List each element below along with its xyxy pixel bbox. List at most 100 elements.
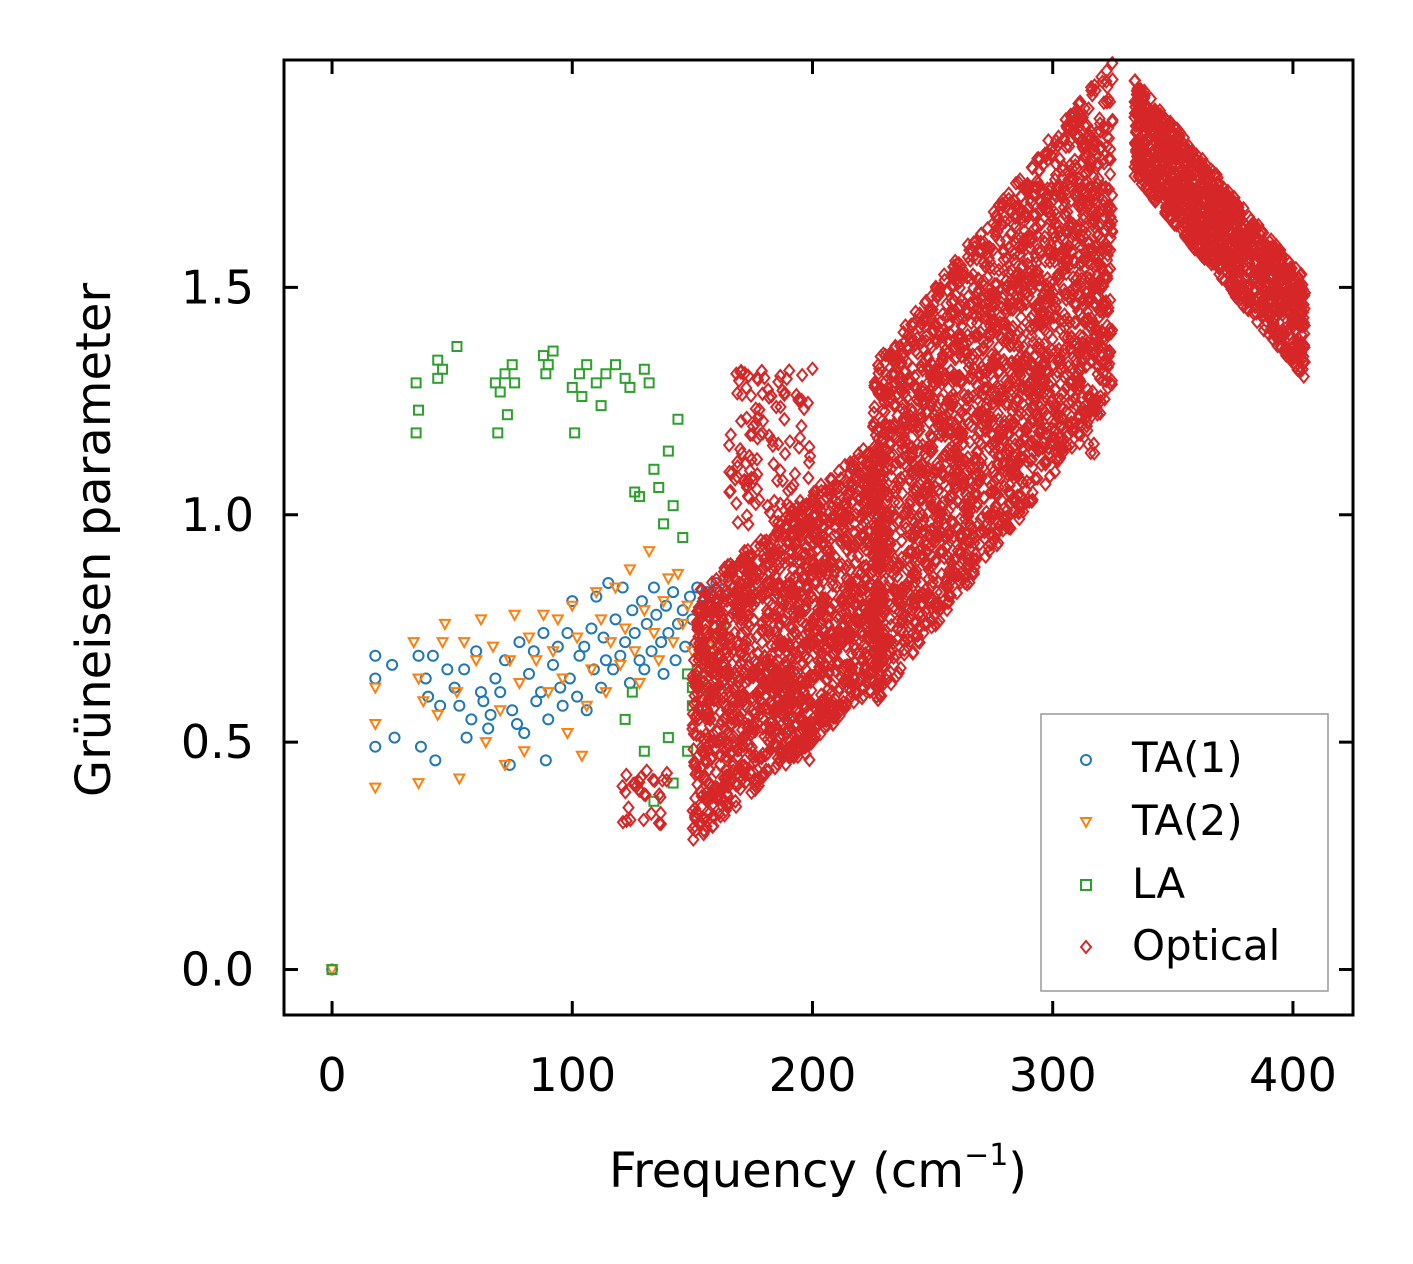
data-point (768, 527, 781, 543)
data-point (671, 568, 685, 581)
data-point (778, 638, 791, 654)
data-point (801, 519, 814, 535)
data-point (518, 727, 531, 740)
data-point (512, 678, 527, 691)
data-point (745, 664, 759, 680)
data-point (779, 654, 792, 670)
data-point (767, 562, 780, 578)
data-point (692, 652, 705, 668)
data-point (783, 619, 797, 636)
data-point (809, 639, 823, 655)
data-point (872, 667, 886, 683)
data-point (839, 509, 852, 526)
data-point (628, 646, 642, 659)
series-optical (616, 55, 1312, 848)
data-point (619, 713, 631, 725)
data-point (690, 604, 704, 620)
data-point (687, 652, 701, 668)
data-point (844, 509, 858, 526)
data-point (1082, 101, 1095, 117)
data-point (771, 579, 784, 595)
data-point (757, 534, 771, 550)
data-point (692, 629, 705, 645)
data-point (793, 598, 806, 614)
data-point (569, 427, 581, 439)
data-point (486, 641, 500, 654)
data-point (474, 614, 488, 627)
data-point (738, 697, 751, 713)
data-point (843, 656, 857, 672)
data-point (700, 602, 713, 618)
data-point (688, 810, 702, 826)
data-point (848, 684, 861, 700)
data-point (806, 553, 820, 569)
data-point (706, 807, 720, 823)
data-point (763, 623, 776, 639)
data-point (847, 630, 860, 647)
data-point (732, 697, 746, 713)
data-point (410, 377, 422, 389)
data-point (709, 734, 723, 750)
data-point (1031, 470, 1044, 486)
data-point (778, 555, 791, 571)
data-point (1105, 322, 1119, 338)
data-point (860, 446, 874, 462)
data-point (762, 762, 775, 778)
data-point (817, 713, 830, 729)
data-point (441, 663, 454, 676)
data-point (691, 619, 704, 635)
data-point (705, 605, 719, 622)
data-point (989, 218, 1003, 234)
data-point (789, 583, 803, 599)
data-point (817, 492, 831, 508)
data-point (732, 673, 746, 689)
data-point (830, 512, 844, 528)
data-point (842, 477, 855, 493)
data-point (852, 446, 865, 462)
data-point (714, 748, 728, 764)
data-point (413, 404, 425, 416)
data-point (801, 650, 815, 666)
data-point (634, 491, 646, 503)
data-point (662, 445, 674, 457)
data-point (704, 661, 717, 677)
data-point (696, 745, 710, 761)
data-point (1073, 328, 1087, 344)
data-point (718, 664, 732, 680)
data-point (844, 590, 857, 606)
data-point (457, 637, 471, 650)
data-point (816, 590, 830, 607)
data-point (785, 524, 798, 540)
data-point (856, 581, 870, 597)
data-point (803, 619, 816, 635)
data-point (414, 740, 427, 753)
data-point (699, 677, 713, 693)
data-point (540, 368, 552, 380)
data-point (667, 500, 679, 512)
data-point (619, 636, 632, 649)
data-point (632, 678, 647, 691)
data-point (819, 672, 833, 688)
data-point (736, 758, 749, 774)
data-point (484, 708, 497, 721)
data-point (860, 570, 873, 586)
data-point (742, 737, 755, 753)
data-point (838, 496, 851, 512)
data-point (662, 627, 675, 639)
data-point (731, 601, 745, 617)
data-point (848, 525, 862, 541)
data-point (853, 466, 866, 482)
data-point (807, 488, 820, 504)
data-point (828, 614, 842, 631)
data-point (835, 556, 849, 572)
data-point (839, 531, 853, 547)
data-point (812, 662, 826, 678)
data-point (426, 649, 439, 662)
data-point (690, 727, 703, 743)
data-point (782, 636, 796, 652)
data-point (623, 564, 637, 577)
data-point (719, 657, 732, 673)
data-point (861, 631, 875, 647)
data-point (855, 628, 869, 644)
data-point (614, 649, 627, 662)
